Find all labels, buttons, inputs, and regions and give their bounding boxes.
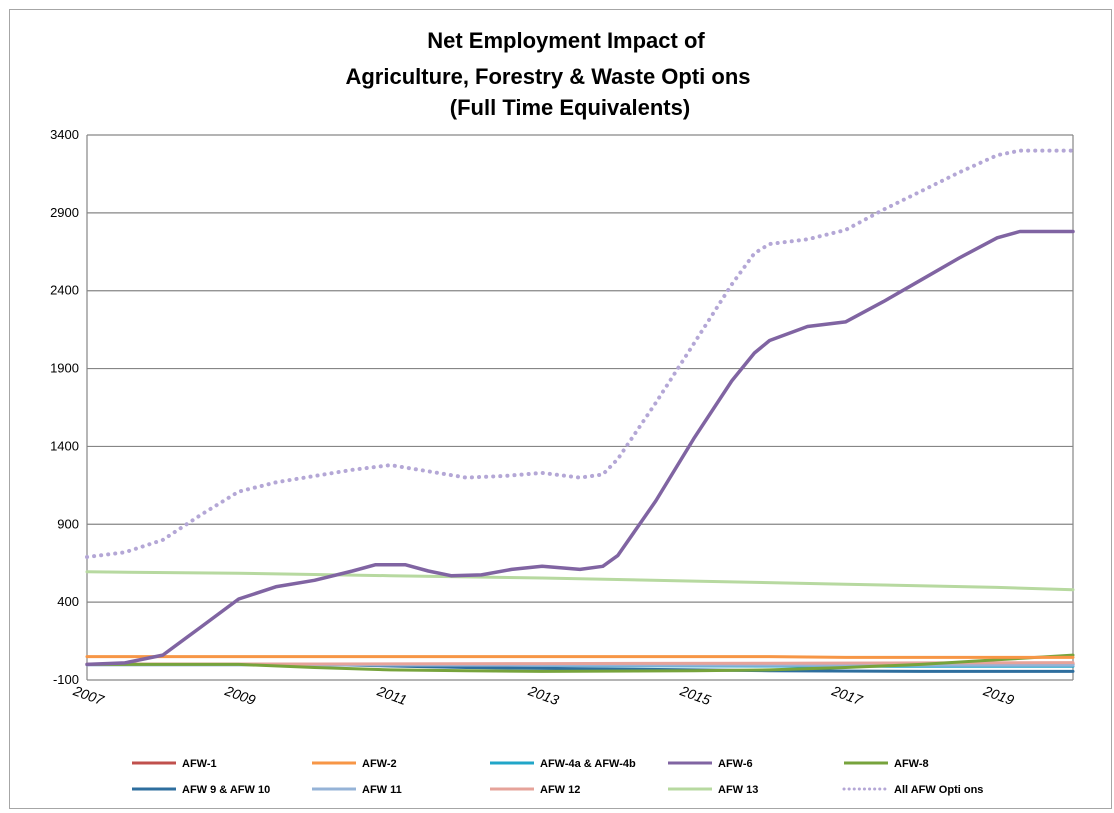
legend-label: AFW-2: [362, 758, 397, 770]
legend-label: AFW-6: [718, 758, 753, 770]
series-line: [85, 229, 1075, 667]
series-line: [85, 655, 1075, 659]
chart-title-line-3: (Full Time Equivalents): [450, 95, 690, 120]
chart-svg: Net Employment Impact of Agriculture, Fo…: [50, 28, 1075, 796]
y-tick-labels: 3400 2900 2400 1900 1400 900 400 -100: [50, 127, 79, 687]
chart-title-line-1: Net Employment Impact of: [427, 28, 705, 53]
y-tick-label: -100: [53, 672, 79, 687]
legend-label: AFW-4a & AFW-4b: [540, 758, 636, 770]
series-lines: [85, 148, 1075, 673]
y-tick-label: 2900: [50, 205, 79, 220]
legend: AFW-1 AFW-2 AFW-4a & AFW-4b AFW-6 AFW-8 AFW 9…: [132, 758, 983, 796]
chart-title: Net Employment Impact of Agriculture, Fo…: [345, 28, 750, 120]
legend-label: All AFW Opti ons: [894, 784, 983, 796]
series-line: [85, 148, 1075, 559]
x-tick-label: 2017: [829, 682, 866, 708]
y-tick-label: 400: [57, 594, 79, 609]
x-tick-labels: 2007 2009 2011 2013 2015 2017 2019: [70, 682, 1016, 708]
x-tick-label: 2011: [374, 682, 409, 708]
x-tick-label: 2007: [70, 682, 107, 708]
chart-title-line-2: Agriculture, Forestry & Waste Opti ons: [345, 64, 750, 89]
legend-label: AFW-1: [182, 758, 217, 770]
x-tick-label: 2015: [677, 682, 713, 708]
y-tick-label: 1400: [50, 438, 79, 453]
series-line: [85, 653, 1075, 673]
x-tick-label: 2009: [222, 682, 258, 708]
legend-label: AFW 13: [718, 784, 758, 796]
legend-label: AFW-8: [894, 758, 929, 770]
legend-label: AFW 11: [362, 784, 402, 796]
y-tick-label: 2400: [50, 283, 79, 298]
x-tick-label: 2019: [981, 682, 1017, 708]
chart-frame: Net Employment Impact of Agriculture, Fo…: [9, 9, 1112, 809]
y-tick-label: 900: [57, 516, 79, 531]
axes: [86, 135, 1074, 680]
legend-label: AFW 9 & AFW 10: [182, 784, 270, 796]
y-tick-label: 3400: [50, 127, 79, 142]
gridlines: [87, 134, 1073, 681]
series-line: [85, 570, 1075, 592]
legend-label: AFW 12: [540, 784, 580, 796]
x-tick-label: 2013: [525, 682, 561, 708]
y-tick-label: 1900: [50, 361, 79, 376]
